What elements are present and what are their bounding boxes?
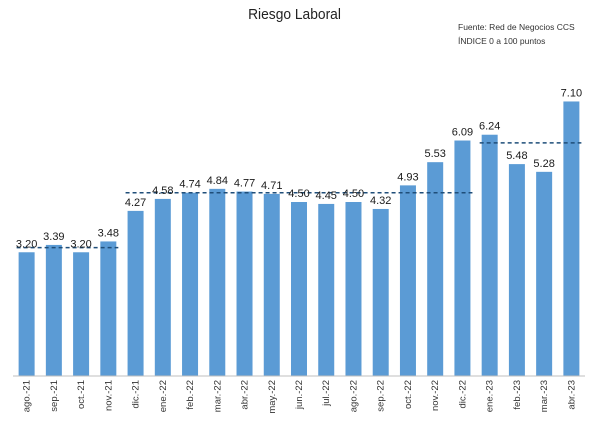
x-tick-label: nov.-21 (103, 380, 114, 411)
value-label: 4.93 (397, 171, 418, 183)
bar-abr.-22 (236, 191, 253, 376)
bar-nov.-21 (100, 241, 117, 376)
value-label: 6.24 (479, 121, 500, 133)
value-label: 3.20 (70, 238, 91, 250)
x-tick-label: abr.-23 (566, 380, 577, 410)
value-label: 5.28 (533, 158, 554, 170)
value-label: 5.48 (506, 150, 527, 162)
average-lines-layer (16, 142, 582, 249)
value-label: 4.77 (234, 178, 255, 190)
scale-note: ÍNDICE 0 a 100 puntos (458, 36, 546, 46)
value-label: 4.84 (207, 175, 228, 187)
bar-ago.-21 (18, 252, 35, 376)
bar-ago.-22 (345, 202, 362, 376)
x-tick-label: mar.-22 (212, 380, 223, 412)
value-label: 3.48 (98, 227, 119, 239)
bar-sep.-22 (372, 208, 389, 376)
value-label: 3.39 (43, 231, 64, 243)
x-tick-label: ene.-22 (158, 380, 169, 412)
value-label: 4.71 (261, 180, 282, 192)
value-label: 4.58 (152, 185, 173, 197)
x-tick-label: feb.-22 (185, 380, 196, 410)
x-tick-label: sep.-22 (376, 380, 387, 412)
bar-feb.-22 (182, 192, 199, 376)
bar-nov.-22 (427, 162, 444, 376)
value-label: 4.50 (288, 188, 309, 200)
bar-oct.-21 (73, 252, 90, 376)
value-label: 3.20 (16, 238, 37, 250)
x-tick-label: mar.-23 (539, 380, 550, 412)
source-note: Fuente: Red de Negocios CCS ÍNDICE 0 a 1… (458, 20, 575, 48)
bar-ene.-23 (481, 134, 498, 376)
value-label: 6.09 (452, 127, 473, 139)
bar-jul.-22 (318, 203, 335, 376)
x-tick-label: ago.-21 (22, 380, 33, 412)
x-tick-label: dic.-22 (457, 380, 468, 409)
x-tick-label: nov.-22 (430, 380, 441, 411)
x-tick-label: jul.-22 (321, 380, 332, 407)
value-label: 4.50 (343, 188, 364, 200)
bar-mar.-22 (209, 188, 226, 376)
x-tick-label: ene.-23 (485, 380, 496, 412)
x-tick-labels-layer: ago.-21 sep.-21 oct.-21 nov.-21 dic.-21 ene.-… (22, 380, 578, 414)
value-label: 4.74 (179, 179, 200, 191)
bar-may.-22 (263, 193, 280, 376)
bars-layer (18, 101, 580, 376)
x-tick-label: jun.-22 (294, 380, 305, 410)
value-label: 4.32 (370, 195, 391, 207)
bar-oct.-22 (399, 185, 416, 376)
x-tick-label: abr.-22 (240, 380, 251, 410)
bar-jun.-22 (291, 202, 307, 376)
x-tick-label: oct.-21 (76, 380, 87, 409)
bar-ene.-22 (154, 198, 171, 376)
x-tick-label: dic.-21 (131, 380, 142, 409)
bar-mar.-23 (536, 171, 553, 376)
bar-dic.-21 (127, 210, 144, 376)
bar-abr.-23 (563, 101, 580, 376)
value-label: 4.45 (316, 190, 337, 202)
bar-feb.-23 (508, 164, 525, 376)
value-label: 4.27 (125, 197, 146, 209)
chart-title: Riesgo Laboral (248, 6, 341, 23)
x-tick-label: sep.-21 (49, 380, 60, 412)
x-tick-label: may.-22 (267, 380, 278, 414)
x-tick-label: feb.-23 (512, 380, 523, 410)
value-label: 5.53 (424, 148, 445, 160)
x-tick-label: ago.-22 (348, 380, 359, 412)
bar-dic.-22 (454, 140, 471, 376)
bar-sep.-21 (45, 244, 62, 376)
value-label: 7.10 (561, 87, 582, 99)
x-tick-label: oct.-22 (403, 380, 414, 409)
value-labels-layer: 3.20 3.39 3.20 3.48 4.27 4.58 4.74 4.84 4.77 4.71… (16, 87, 582, 250)
source-line: Fuente: Red de Negocios CCS (458, 22, 575, 32)
